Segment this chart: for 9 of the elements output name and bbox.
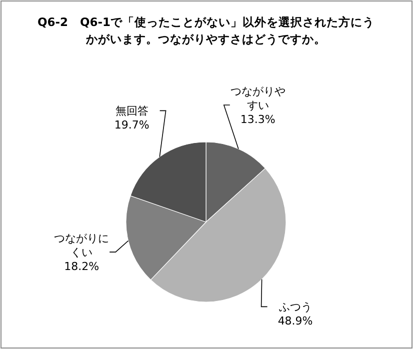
slice-label: つながりやすい xyxy=(230,84,286,112)
chart-title: Q6-2 Q6-1で「使ったことがない」以外を選択された方にうかがいます。つながりやすさはどうですか。 xyxy=(37,15,375,46)
slice-label: 無回答 xyxy=(115,104,148,118)
slice-label: ふつう xyxy=(278,300,312,314)
data-label: 13.3% xyxy=(240,112,276,126)
data-label: 18.2% xyxy=(64,260,100,274)
data-label: 48.9% xyxy=(278,314,313,328)
data-label: 19.7% xyxy=(114,118,150,132)
slice-label: つながりにくい xyxy=(54,232,110,260)
